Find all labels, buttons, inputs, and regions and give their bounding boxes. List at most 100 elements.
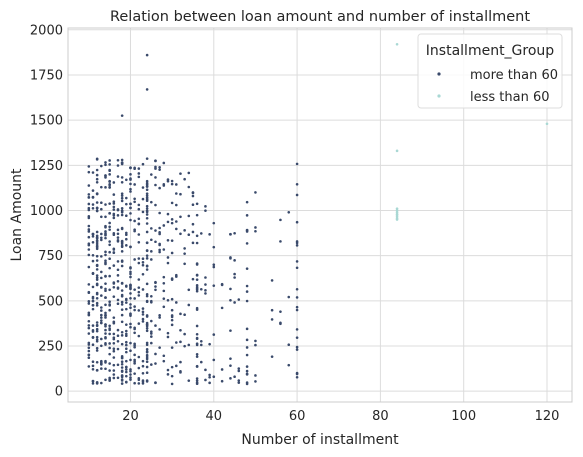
point-more-than-60 bbox=[95, 243, 99, 247]
point-more-than-60 bbox=[170, 382, 174, 386]
point-more-than-60 bbox=[129, 166, 132, 169]
point-more-than-60 bbox=[112, 205, 116, 209]
point-more-than-60 bbox=[125, 301, 128, 304]
point-more-than-60 bbox=[125, 343, 128, 347]
point-more-than-60 bbox=[95, 274, 99, 277]
point-more-than-60 bbox=[87, 346, 91, 350]
point-more-than-60 bbox=[204, 209, 207, 212]
point-more-than-60 bbox=[91, 189, 95, 192]
point-more-than-60 bbox=[191, 222, 195, 226]
point-more-than-60 bbox=[95, 230, 99, 234]
point-more-than-60 bbox=[125, 347, 128, 351]
point-more-than-60 bbox=[125, 368, 128, 371]
point-less-than-60 bbox=[395, 207, 399, 210]
point-more-than-60 bbox=[91, 324, 95, 327]
point-more-than-60 bbox=[158, 168, 161, 171]
point-more-than-60 bbox=[195, 202, 199, 206]
y-tick-label: 0 bbox=[55, 385, 63, 400]
point-more-than-60 bbox=[104, 174, 107, 178]
point-more-than-60 bbox=[145, 355, 149, 359]
point-more-than-60 bbox=[125, 233, 128, 236]
point-more-than-60 bbox=[141, 379, 145, 382]
point-more-than-60 bbox=[179, 371, 182, 374]
point-more-than-60 bbox=[141, 317, 145, 321]
point-more-than-60 bbox=[120, 356, 124, 360]
point-more-than-60 bbox=[112, 332, 116, 336]
point-more-than-60 bbox=[187, 233, 191, 236]
point-more-than-60 bbox=[141, 288, 145, 291]
point-more-than-60 bbox=[154, 240, 157, 244]
point-more-than-60 bbox=[150, 173, 153, 176]
point-more-than-60 bbox=[179, 172, 182, 175]
point-more-than-60 bbox=[95, 304, 99, 307]
point-more-than-60 bbox=[91, 379, 95, 383]
point-more-than-60 bbox=[195, 379, 199, 382]
legend-marker-less-than-60 bbox=[437, 94, 441, 98]
point-more-than-60 bbox=[104, 341, 107, 345]
point-more-than-60 bbox=[204, 205, 207, 208]
point-more-than-60 bbox=[108, 240, 111, 243]
point-more-than-60 bbox=[120, 114, 124, 117]
point-more-than-60 bbox=[195, 278, 199, 281]
point-more-than-60 bbox=[120, 382, 124, 385]
point-more-than-60 bbox=[295, 345, 299, 349]
point-more-than-60 bbox=[100, 367, 103, 370]
point-more-than-60 bbox=[287, 343, 291, 347]
point-more-than-60 bbox=[137, 334, 141, 338]
point-more-than-60 bbox=[100, 381, 103, 385]
point-more-than-60 bbox=[108, 369, 111, 372]
point-more-than-60 bbox=[87, 165, 91, 168]
point-more-than-60 bbox=[133, 326, 136, 330]
point-more-than-60 bbox=[295, 260, 299, 263]
point-more-than-60 bbox=[233, 375, 236, 379]
x-tick-labels: 20 40 60 80 100 120 bbox=[122, 409, 559, 424]
point-less-than-60 bbox=[545, 122, 549, 126]
point-more-than-60 bbox=[162, 297, 166, 300]
point-more-than-60 bbox=[108, 163, 111, 166]
point-more-than-60 bbox=[154, 285, 157, 288]
point-more-than-60 bbox=[145, 264, 149, 268]
point-more-than-60 bbox=[145, 183, 149, 186]
point-more-than-60 bbox=[87, 193, 91, 196]
point-more-than-60 bbox=[245, 299, 249, 303]
point-more-than-60 bbox=[175, 301, 178, 304]
point-less-than-60 bbox=[395, 215, 399, 219]
point-more-than-60 bbox=[120, 360, 124, 364]
point-more-than-60 bbox=[154, 381, 157, 384]
point-more-than-60 bbox=[112, 181, 116, 184]
point-more-than-60 bbox=[145, 341, 149, 345]
point-more-than-60 bbox=[158, 316, 161, 319]
point-more-than-60 bbox=[104, 328, 107, 332]
point-more-than-60 bbox=[125, 285, 128, 288]
point-more-than-60 bbox=[108, 180, 111, 183]
point-more-than-60 bbox=[87, 224, 91, 228]
point-more-than-60 bbox=[199, 339, 203, 343]
point-more-than-60 bbox=[170, 218, 174, 221]
point-more-than-60 bbox=[158, 186, 161, 190]
point-more-than-60 bbox=[112, 373, 116, 376]
point-more-than-60 bbox=[87, 332, 91, 335]
chart-title: Relation between loan amount and number … bbox=[110, 9, 530, 25]
point-more-than-60 bbox=[295, 287, 299, 291]
point-less-than-60 bbox=[395, 149, 399, 153]
point-more-than-60 bbox=[145, 213, 149, 216]
point-more-than-60 bbox=[108, 352, 111, 356]
point-more-than-60 bbox=[195, 337, 199, 341]
point-more-than-60 bbox=[245, 381, 249, 384]
point-more-than-60 bbox=[95, 192, 99, 196]
point-more-than-60 bbox=[104, 203, 107, 206]
point-more-than-60 bbox=[91, 360, 95, 364]
point-more-than-60 bbox=[145, 194, 149, 197]
point-more-than-60 bbox=[104, 163, 107, 167]
point-more-than-60 bbox=[116, 302, 120, 306]
point-more-than-60 bbox=[187, 303, 191, 307]
point-more-than-60 bbox=[129, 267, 132, 270]
point-more-than-60 bbox=[133, 228, 136, 231]
point-more-than-60 bbox=[254, 229, 257, 233]
point-more-than-60 bbox=[141, 310, 145, 314]
y-tick-labels: 0 250 500 750 1000 1250 1500 1750 2000 bbox=[30, 23, 63, 399]
point-more-than-60 bbox=[187, 343, 191, 347]
point-more-than-60 bbox=[187, 185, 191, 189]
point-more-than-60 bbox=[154, 352, 157, 356]
point-more-than-60 bbox=[166, 298, 170, 302]
